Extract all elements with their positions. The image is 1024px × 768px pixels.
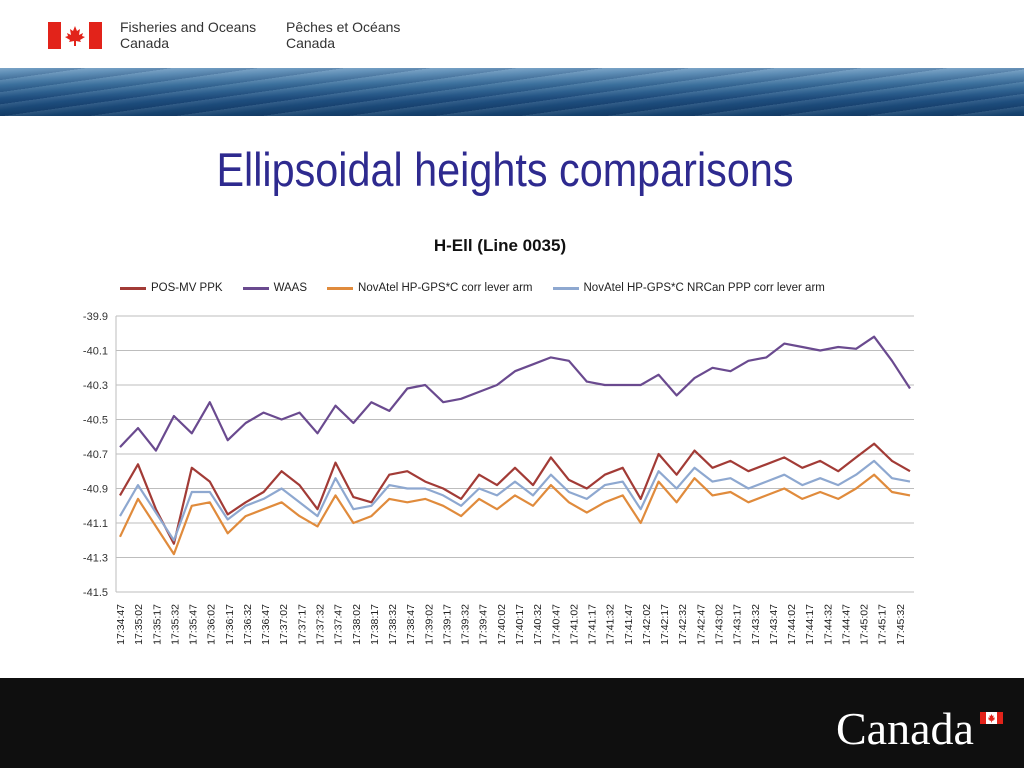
series-line-1 bbox=[119, 442, 911, 545]
y-tick-label: -40.7 bbox=[83, 449, 108, 461]
legend-label-waas: WAAS bbox=[273, 282, 308, 294]
x-tick-label: 17:43:02 bbox=[714, 604, 726, 645]
legend-label-novatel-corr: NovAtel HP-GPS*C corr lever arm bbox=[358, 282, 533, 294]
department-name-english-line2: Canada bbox=[120, 35, 170, 51]
water-banner-image bbox=[0, 68, 1024, 116]
x-tick-label: 17:38:02 bbox=[351, 604, 363, 645]
x-tick-label: 17:39:17 bbox=[441, 604, 453, 645]
x-tick-label: 17:44:02 bbox=[786, 604, 798, 645]
x-tick-label: 17:43:17 bbox=[732, 604, 744, 645]
y-tick-label: -40.1 bbox=[83, 346, 108, 358]
x-tick-label: 17:42:02 bbox=[641, 604, 653, 645]
x-tick-label: 17:35:17 bbox=[151, 604, 163, 645]
x-tick-label: 17:35:47 bbox=[188, 604, 200, 645]
x-tick-label: 17:39:47 bbox=[478, 604, 490, 645]
height-comparison-chart: -39.9 -40.1 -40.3 -40.5 -40.7 -40.9 -41.1 -41.3… bbox=[83, 311, 914, 645]
x-tick-label: 17:34:47 bbox=[115, 604, 127, 645]
x-tick-label: 17:45:32 bbox=[895, 604, 907, 645]
x-tick-label: 17:37:17 bbox=[296, 604, 308, 645]
x-tick-label: 17:45:17 bbox=[877, 604, 889, 645]
x-tick-label: 17:35:32 bbox=[169, 604, 181, 645]
x-tick-label: 17:36:47 bbox=[260, 604, 272, 645]
x-tick-label: 17:36:17 bbox=[224, 604, 236, 645]
x-tick-label: 17:37:32 bbox=[315, 604, 327, 645]
legend-item-novatel-corr: NovAtel HP-GPS*C corr lever arm bbox=[327, 280, 533, 296]
department-name-english-line1: Fisheries and Oceans bbox=[120, 19, 257, 35]
x-tick-label: 17:43:32 bbox=[750, 604, 762, 645]
series-line-4 bbox=[119, 459, 911, 542]
y-tick-label: -41.3 bbox=[83, 553, 108, 565]
x-tick-label: 17:40:47 bbox=[550, 604, 562, 645]
legend-item-novatel-nrcan: NovAtel HP-GPS*C NRCan PPP corr lever ar… bbox=[552, 280, 825, 296]
legend-label-novatel-nrcan: NovAtel HP-GPS*C NRCan PPP corr lever ar… bbox=[583, 282, 825, 294]
chart-title: H-Ell (Line 0035) bbox=[433, 236, 567, 255]
x-tick-label: 17:36:32 bbox=[242, 604, 254, 645]
x-tick-label: 17:41:32 bbox=[605, 604, 617, 645]
x-tick-label: 17:41:47 bbox=[623, 604, 635, 645]
x-tick-label: 17:42:17 bbox=[659, 604, 671, 645]
slide-title: Ellipsoidal heights comparisons bbox=[216, 143, 794, 196]
legend-item-waas: WAAS bbox=[242, 280, 308, 296]
x-tick-label: 17:40:02 bbox=[496, 604, 508, 645]
legend-swatch-novatel-corr bbox=[327, 286, 354, 290]
x-tick-label: 17:42:47 bbox=[695, 604, 707, 645]
x-tick-label: 17:44:17 bbox=[804, 604, 816, 645]
header-bar: Fisheries and Oceans Canada Pêches et Oc… bbox=[0, 0, 1024, 68]
department-name-french: Pêches et Océans Canada bbox=[286, 19, 400, 51]
x-tick-label: 17:44:47 bbox=[840, 604, 852, 645]
legend-swatch-pos-mv-ppk bbox=[120, 286, 146, 290]
x-tick-label: 17:40:32 bbox=[532, 604, 544, 645]
canada-wordmark-flag-icon bbox=[980, 712, 1003, 724]
department-name-french-line1: Pêches et Océans bbox=[286, 19, 401, 35]
y-tick-label: -40.3 bbox=[83, 380, 108, 392]
canada-wordmark: Canada bbox=[836, 703, 974, 754]
series-line-3 bbox=[119, 473, 911, 556]
y-tick-label: -40.9 bbox=[83, 484, 108, 496]
y-tick-label: -41.1 bbox=[83, 518, 108, 530]
chart-legend: POS-MV PPK WAAS NovAtel HP-GPS*C corr le… bbox=[120, 280, 910, 296]
y-tick-label: -41.5 bbox=[83, 587, 108, 599]
canada-flag-icon bbox=[48, 22, 102, 49]
x-tick-label: 17:41:02 bbox=[568, 604, 580, 645]
x-tick-label: 17:38:32 bbox=[387, 604, 399, 645]
footer-bar bbox=[0, 678, 1024, 768]
legend-swatch-novatel-nrcan bbox=[552, 286, 579, 290]
x-tick-label: 17:35:02 bbox=[133, 604, 145, 645]
x-tick-label: 17:37:02 bbox=[278, 604, 290, 645]
x-tick-label: 17:42:32 bbox=[677, 604, 689, 645]
legend-swatch-waas bbox=[242, 286, 269, 290]
x-tick-label: 17:39:32 bbox=[460, 604, 472, 645]
y-tick-label: -40.5 bbox=[83, 415, 108, 427]
x-tick-label: 17:37:47 bbox=[333, 604, 345, 645]
x-tick-label: 17:43:47 bbox=[768, 604, 780, 645]
legend-label-pos-mv-ppk: POS-MV PPK bbox=[151, 282, 223, 294]
y-tick-label: -39.9 bbox=[83, 311, 108, 323]
x-tick-label: 17:36:02 bbox=[206, 604, 218, 645]
x-tick-label: 17:45:02 bbox=[859, 604, 871, 645]
x-tick-label: 17:41:17 bbox=[587, 604, 599, 645]
x-tick-label: 17:39:02 bbox=[423, 604, 435, 645]
x-tick-label: 17:38:17 bbox=[369, 604, 381, 645]
series-line-2 bbox=[119, 335, 911, 452]
department-name-english: Fisheries and Oceans Canada bbox=[120, 19, 256, 51]
legend-item-pos-mv-ppk: POS-MV PPK bbox=[120, 280, 223, 296]
x-tick-label: 17:38:47 bbox=[405, 604, 417, 645]
x-tick-label: 17:44:32 bbox=[822, 604, 834, 645]
x-tick-label: 17:40:17 bbox=[514, 604, 526, 645]
department-name-french-line2: Canada bbox=[286, 35, 336, 51]
